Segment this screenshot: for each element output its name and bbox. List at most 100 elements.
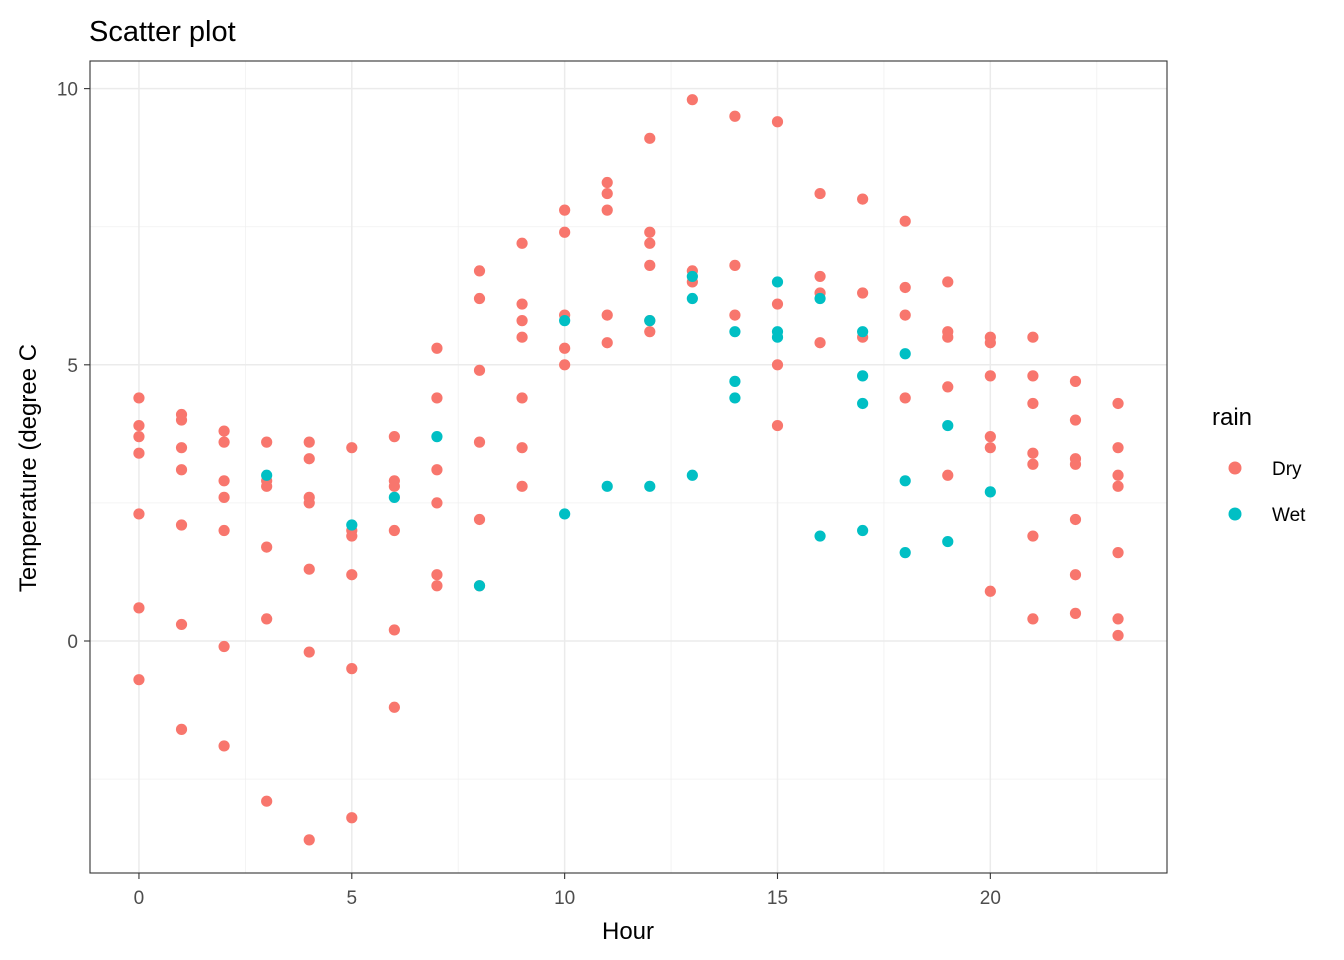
point-dry (644, 226, 656, 238)
point-dry (1112, 547, 1124, 559)
point-dry (346, 812, 358, 824)
y-tick-label: 0 (67, 632, 78, 653)
point-wet (857, 397, 869, 410)
point-dry (1027, 331, 1039, 343)
point-dry (388, 701, 400, 713)
legend-key-wet (1228, 507, 1242, 521)
legend-label-dry: Dry (1272, 459, 1302, 480)
point-wet (431, 431, 443, 443)
point-dry (473, 364, 486, 376)
point-dry (261, 480, 273, 492)
point-dry (644, 326, 656, 338)
point-dry (346, 663, 358, 675)
point-dry (473, 292, 486, 305)
legend-label-wet: Wet (1272, 505, 1306, 526)
point-dry (1027, 530, 1039, 542)
point-dry (346, 442, 358, 454)
point-dry (431, 580, 443, 592)
point-wet (729, 326, 741, 338)
point-wet (729, 375, 741, 387)
y-tick-label: 10 (57, 80, 78, 101)
point-wet (346, 519, 358, 531)
point-wet (644, 480, 656, 492)
x-axis-title: Hour (602, 918, 654, 945)
chart-title: Scatter plot (89, 16, 236, 48)
point-dry (942, 469, 954, 481)
point-dry (218, 436, 230, 448)
point-dry (1027, 370, 1039, 382)
point-dry (303, 563, 315, 575)
point-dry (1069, 513, 1082, 526)
point-dry (1069, 607, 1082, 619)
x-tick-label: 5 (347, 888, 358, 909)
point-dry (814, 337, 826, 349)
point-dry (261, 436, 273, 448)
point-dry (1112, 613, 1124, 625)
point-dry (303, 436, 315, 448)
point-dry (516, 298, 528, 310)
point-dry (942, 331, 954, 343)
panel-background (90, 61, 1167, 873)
point-dry (644, 132, 656, 144)
point-dry (814, 270, 826, 283)
point-dry (133, 392, 145, 404)
y-tick-label: 5 (67, 356, 78, 377)
point-dry (431, 569, 443, 581)
point-wet (686, 469, 698, 481)
point-dry (942, 276, 954, 288)
minor-gridlines (90, 61, 1167, 873)
point-wet (644, 315, 656, 327)
point-dry (771, 419, 784, 432)
point-dry (175, 723, 188, 735)
y-axis-title: Temperature (degree C (15, 344, 42, 592)
point-wet (899, 348, 911, 360)
point-dry (516, 237, 528, 249)
point-dry (218, 491, 230, 503)
x-tick-label: 10 (554, 888, 575, 909)
point-dry (133, 431, 145, 443)
point-dry (857, 193, 869, 205)
point-wet (729, 392, 741, 404)
point-dry (601, 187, 613, 200)
point-wet (899, 475, 911, 487)
point-wet (559, 315, 571, 327)
point-dry (686, 94, 698, 106)
point-dry (303, 646, 315, 658)
point-dry (218, 524, 230, 537)
point-dry (899, 309, 911, 321)
point-dry (1112, 397, 1124, 410)
point-dry (559, 226, 571, 238)
point-dry (857, 287, 869, 299)
point-dry (388, 431, 400, 443)
point-dry (1027, 447, 1039, 459)
point-dry (814, 187, 826, 200)
point-dry (388, 480, 400, 492)
point-wet (814, 530, 826, 542)
point-dry (346, 569, 358, 581)
point-dry (431, 342, 443, 354)
point-dry (431, 497, 443, 509)
plot-panel (89, 60, 1168, 874)
point-dry (899, 392, 911, 404)
point-wet (899, 547, 911, 559)
point-wet (261, 469, 273, 481)
point-dry (644, 259, 656, 271)
point-wet (559, 508, 571, 520)
point-wet (942, 535, 954, 548)
x-tick-label: 0 (134, 888, 145, 909)
point-dry (303, 834, 315, 846)
point-dry (729, 259, 741, 271)
point-dry (218, 740, 230, 752)
point-dry (984, 585, 996, 597)
point-dry (1069, 375, 1082, 387)
point-dry (388, 624, 400, 636)
point-dry (1112, 442, 1124, 454)
point-dry (729, 309, 741, 321)
point-dry (218, 425, 230, 437)
point-dry (942, 381, 954, 393)
point-dry (559, 204, 571, 216)
point-dry (1112, 469, 1124, 481)
point-dry (133, 674, 145, 686)
point-wet (857, 370, 869, 382)
point-dry (1027, 613, 1039, 625)
